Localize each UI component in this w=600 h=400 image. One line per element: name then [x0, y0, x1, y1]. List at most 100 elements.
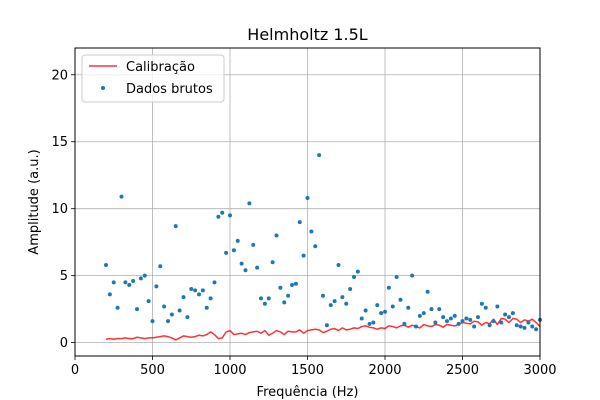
- data-point: [270, 260, 275, 265]
- data-point: [259, 296, 263, 301]
- data-point: [534, 327, 539, 332]
- data-point: [251, 242, 256, 247]
- x-tick-label: 2000: [368, 363, 401, 378]
- data-point: [414, 324, 418, 329]
- data-point: [530, 324, 535, 329]
- data-point: [138, 276, 143, 281]
- data-point: [162, 304, 167, 309]
- data-point: [464, 316, 469, 321]
- data-point: [398, 297, 403, 302]
- y-tick-label: 15: [51, 135, 68, 150]
- data-point: [216, 214, 221, 219]
- y-tick-label: 20: [51, 68, 68, 83]
- data-point: [402, 321, 407, 326]
- data-point: [104, 262, 108, 267]
- data-point: [228, 213, 232, 218]
- data-point: [243, 268, 248, 273]
- data-point: [173, 224, 178, 229]
- data-point: [503, 312, 508, 317]
- data-point: [332, 299, 337, 304]
- data-point: [123, 280, 128, 285]
- data-point: [379, 311, 384, 316]
- data-point: [406, 305, 411, 310]
- data-point: [386, 285, 391, 290]
- data-point: [514, 323, 519, 328]
- legend-label-calibracao: Calibração: [126, 60, 195, 75]
- data-point: [274, 233, 279, 238]
- data-point: [425, 289, 430, 294]
- data-point: [510, 311, 515, 316]
- data-point: [146, 299, 151, 304]
- data-point: [383, 309, 387, 314]
- data-point: [476, 315, 480, 320]
- data-point: [150, 319, 155, 324]
- data-point: [321, 293, 325, 298]
- data-point: [487, 323, 492, 328]
- data-point: [131, 279, 136, 284]
- data-point: [212, 280, 217, 285]
- data-point: [255, 265, 260, 270]
- data-point: [185, 315, 190, 320]
- legend: Calibração Dados brutos: [81, 54, 225, 103]
- data-point: [394, 274, 399, 279]
- x-axis-label: Frequência (Hz): [257, 385, 359, 400]
- data-point: [526, 320, 531, 325]
- x-tick-label: 0: [71, 363, 79, 378]
- data-point: [479, 301, 484, 306]
- data-point: [135, 307, 139, 312]
- data-point: [355, 269, 360, 274]
- x-tick-label: 2500: [446, 363, 479, 378]
- data-point: [336, 262, 341, 267]
- data-point: [309, 229, 314, 234]
- data-point: [472, 324, 477, 329]
- data-point: [181, 295, 186, 300]
- data-point: [507, 315, 511, 320]
- data-point: [189, 287, 194, 292]
- data-point: [499, 320, 504, 325]
- data-point: [390, 304, 395, 309]
- data-point: [158, 264, 163, 269]
- data-point: [460, 319, 465, 324]
- data-point: [491, 319, 496, 324]
- y-tick-label: 10: [51, 202, 68, 217]
- x-tick-label: 500: [140, 363, 165, 378]
- data-point: [445, 319, 449, 324]
- data-point: [107, 292, 112, 297]
- data-point: [313, 244, 318, 249]
- data-point: [286, 293, 291, 298]
- data-point: [301, 253, 306, 258]
- legend-box: [81, 54, 225, 103]
- data-point: [169, 312, 174, 317]
- series-layer: [104, 153, 542, 341]
- data-point: [483, 305, 488, 310]
- data-point: [433, 320, 438, 325]
- data-point: [437, 307, 442, 312]
- data-point: [224, 250, 229, 255]
- data-point: [421, 311, 426, 316]
- data-point: [375, 303, 380, 308]
- y-tick-label: 0: [60, 336, 68, 351]
- data-point: [231, 248, 236, 253]
- x-tick-label: 1000: [213, 363, 246, 378]
- data-point: [371, 320, 376, 325]
- y-tick-label: 5: [60, 269, 68, 284]
- legend-swatch-dados-brutos: [101, 86, 105, 90]
- data-point: [208, 296, 213, 301]
- data-point: [262, 301, 267, 306]
- data-point: [200, 288, 205, 293]
- data-point: [495, 304, 500, 309]
- data-point: [297, 220, 302, 225]
- data-point: [340, 295, 345, 300]
- series-line-calibracao: [105, 317, 541, 341]
- data-point: [522, 325, 527, 330]
- y-axis-label: Amplitude (a.u.): [27, 149, 42, 254]
- data-point: [127, 283, 132, 288]
- data-point: [348, 287, 353, 292]
- data-point: [197, 292, 201, 297]
- data-point: [235, 238, 240, 243]
- ticks: 0 500 1000 1500 2000 2500 3000 0 5 10 15 20: [51, 68, 556, 378]
- data-point: [352, 274, 356, 279]
- data-point: [119, 194, 124, 199]
- data-point: [518, 324, 523, 329]
- data-point: [239, 261, 244, 266]
